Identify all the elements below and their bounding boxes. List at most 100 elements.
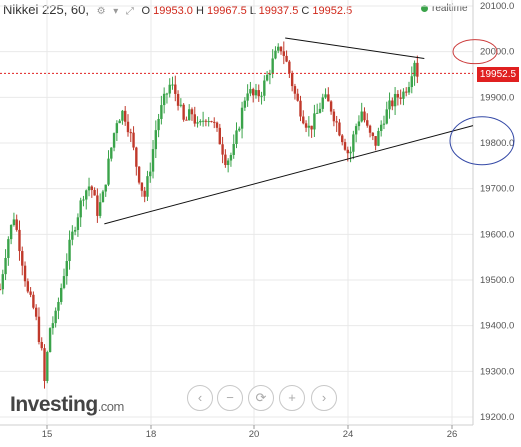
candle-body [54, 310, 57, 324]
candle-body [29, 291, 32, 295]
candle-body [140, 182, 144, 191]
candle-body [238, 128, 241, 131]
candle-body [110, 147, 113, 159]
candle-body [146, 176, 149, 197]
candle-body [315, 112, 319, 114]
candle-body [176, 93, 180, 106]
candle-body [224, 154, 227, 166]
candle-body [221, 144, 224, 155]
candle-body [201, 120, 205, 122]
zoom-out-button[interactable]: − [217, 385, 243, 411]
candle-body [21, 251, 24, 266]
candle-body [207, 121, 210, 123]
settings-icon[interactable]: ⚙ [96, 6, 106, 17]
candle-body [193, 114, 196, 124]
candle-body [51, 323, 55, 329]
realtime-indicator: realtime [421, 3, 468, 14]
candle-body [405, 91, 408, 93]
low-value: 19937.5 [258, 5, 299, 17]
candle-body [349, 151, 352, 154]
candle-body [235, 130, 238, 144]
y-tick-label: 19800.0 [480, 138, 514, 149]
scroll-left-button[interactable]: ‹ [187, 385, 213, 411]
candle-body [23, 265, 27, 282]
high-key: H [195, 5, 204, 17]
candle-body [371, 132, 375, 137]
candle-body [363, 111, 366, 121]
candle-body [60, 287, 63, 302]
candle-body [118, 120, 121, 124]
candle-body [385, 109, 388, 124]
candle-body [190, 109, 194, 115]
candle-body [15, 219, 18, 230]
candle-body [338, 122, 341, 136]
candle-body [257, 90, 260, 97]
candle-body [37, 316, 41, 343]
candle-body [40, 342, 43, 349]
candle-body [90, 186, 94, 190]
candle-body [379, 124, 383, 131]
candle-body [324, 94, 327, 98]
close-key: C [301, 5, 310, 17]
candle-body [274, 50, 277, 59]
candle-body [115, 123, 119, 134]
candle-body [132, 132, 135, 148]
scroll-right-button[interactable]: › [311, 385, 337, 411]
candle-body [374, 136, 377, 146]
red-ellipse-annotation [452, 39, 498, 65]
candle-body [321, 97, 324, 109]
candle-body [229, 154, 233, 161]
y-tick-label: 19600.0 [480, 229, 514, 240]
candle-body [71, 231, 74, 240]
candle-body [126, 121, 130, 133]
candle-body [196, 122, 199, 124]
candle-body [179, 104, 183, 106]
candle-body [151, 149, 155, 172]
candle-body [154, 130, 158, 150]
candle-body [18, 229, 21, 252]
candle-body [399, 97, 402, 99]
candle-body [410, 76, 413, 88]
candle-body [165, 93, 169, 95]
zoom-in-button[interactable]: + [279, 385, 305, 411]
candle-body [160, 105, 163, 119]
candle-body [135, 147, 138, 167]
candle-body [249, 89, 252, 94]
reset-button[interactable]: ⟳ [248, 385, 274, 411]
logo-brand: Investing [10, 393, 98, 416]
candle-body [199, 120, 202, 123]
candle-body [93, 189, 96, 196]
candle-body [299, 100, 302, 117]
candle-body [121, 110, 124, 121]
candle-body [377, 130, 380, 146]
x-tick-label: 15 [42, 429, 53, 440]
candle-body [232, 143, 235, 155]
realtime-label: realtime [432, 3, 468, 14]
candle-body [302, 116, 305, 124]
candle-body [96, 195, 99, 216]
expand-icon[interactable]: ⤢ [125, 6, 134, 17]
candle-body [407, 87, 411, 93]
candle-body [218, 127, 222, 145]
candle-body [296, 93, 299, 101]
y-tick-label: 19400.0 [480, 321, 514, 332]
candle-body [129, 132, 132, 134]
candle-body [168, 84, 171, 94]
chevron-down-icon[interactable]: ▾ [113, 6, 119, 17]
candle-body [268, 73, 272, 75]
candle-body [391, 100, 394, 107]
candle-body [12, 219, 16, 226]
candle-body [7, 239, 10, 258]
y-tick-label: 19900.0 [480, 92, 514, 103]
candle-body [393, 93, 397, 107]
candle-body [210, 121, 213, 123]
candle-body [251, 89, 255, 96]
candle-body [4, 257, 7, 275]
candle-body [226, 160, 230, 166]
candle-body [62, 276, 66, 288]
candle-body [402, 91, 405, 99]
x-tick-label: 26 [447, 429, 458, 440]
candle-body [313, 113, 316, 130]
candle-body [107, 158, 110, 185]
